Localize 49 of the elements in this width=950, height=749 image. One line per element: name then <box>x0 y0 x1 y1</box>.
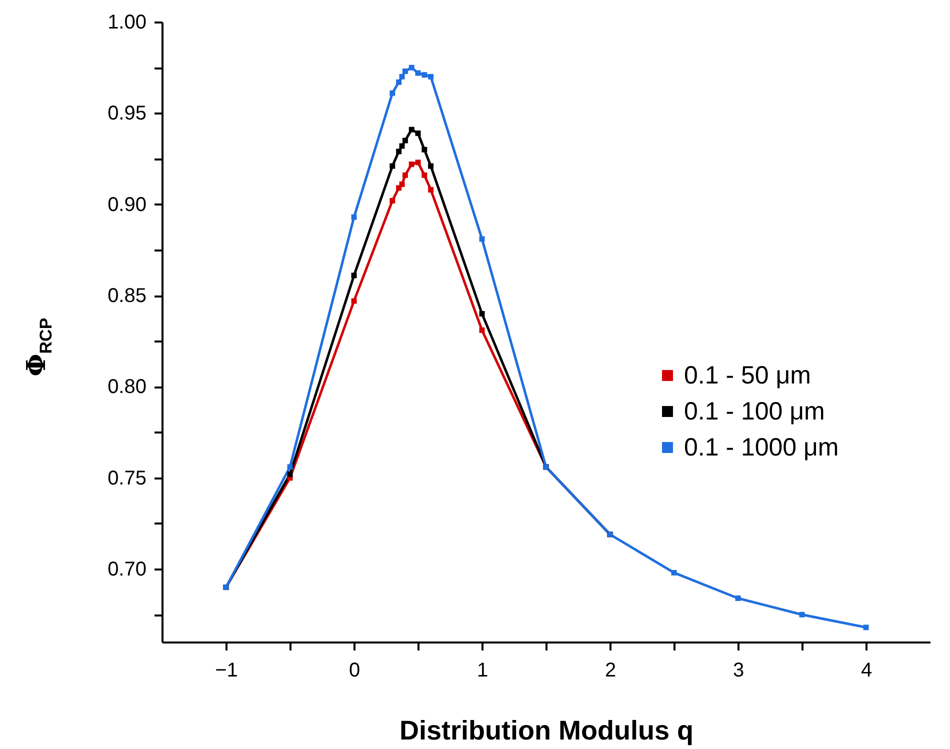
point <box>735 595 741 601</box>
point <box>479 327 485 333</box>
point <box>415 130 421 136</box>
point <box>399 182 405 188</box>
point <box>396 79 402 85</box>
x-tick-label: −1 <box>215 660 238 682</box>
point <box>408 126 414 132</box>
y-tick-label: 0.85 <box>108 285 146 308</box>
point <box>402 138 408 144</box>
point <box>402 172 408 178</box>
point <box>399 74 405 80</box>
point <box>863 624 869 630</box>
point <box>351 214 357 220</box>
x-axis-title: Distribution Modulus q <box>400 716 694 746</box>
point <box>799 612 805 618</box>
point <box>351 272 357 278</box>
point <box>428 187 434 193</box>
point <box>415 70 421 76</box>
point <box>479 311 485 317</box>
legend-label: 0.1 - 50 μm <box>684 362 811 390</box>
point <box>408 64 414 70</box>
x-tick-label: 4 <box>860 660 872 682</box>
point <box>390 198 396 204</box>
legend-label: 0.1 - 100 μm <box>684 398 825 426</box>
point <box>402 68 408 74</box>
point <box>287 471 293 477</box>
y-tick-label: 1.00 <box>108 12 146 34</box>
point <box>390 163 396 169</box>
x-tick-label: 2 <box>604 660 616 682</box>
x-tick-label: 0 <box>348 660 360 682</box>
point <box>415 160 421 166</box>
point <box>671 570 677 576</box>
y-tick-label: 0.90 <box>108 194 146 216</box>
y-tick-label: 0.75 <box>108 467 146 490</box>
point <box>428 163 434 169</box>
y-tick-label: 0.80 <box>108 376 146 398</box>
legend-label: 0.1 - 1000 μm <box>684 434 839 462</box>
point <box>428 74 434 80</box>
y-tick-label: 0.70 <box>108 558 146 581</box>
point <box>422 146 428 152</box>
point <box>422 172 428 178</box>
point <box>390 90 396 96</box>
point <box>422 72 428 78</box>
x-tick-label: 3 <box>732 660 744 682</box>
x-tick-label: 1 <box>476 660 488 682</box>
point <box>396 148 402 154</box>
point <box>287 464 293 470</box>
point <box>408 161 414 167</box>
y-tick-label: 0.95 <box>108 102 146 125</box>
